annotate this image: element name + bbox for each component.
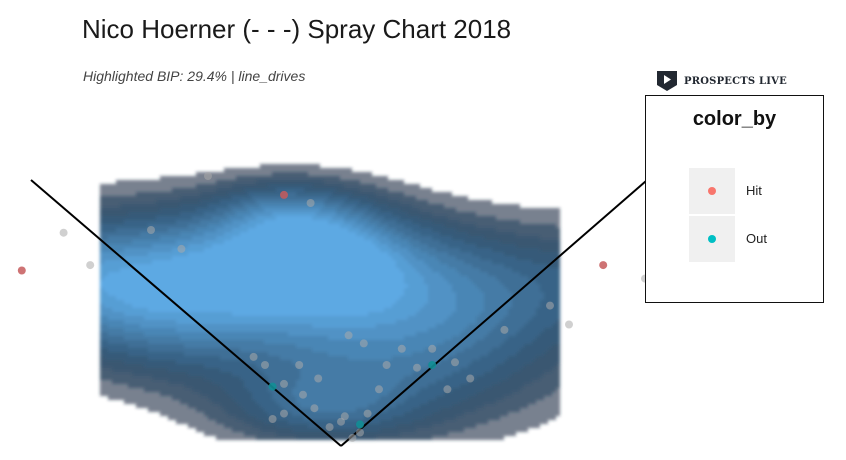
point-not-highlighted-3 (147, 226, 155, 234)
point-not-highlighted-16 (466, 374, 475, 383)
point-not-highlighted-4 (177, 244, 186, 253)
right-foul-line (340, 180, 647, 447)
point-hit-2 (599, 261, 608, 270)
point-not-highlighted-20 (295, 361, 304, 369)
point-not-highlighted-5 (306, 199, 315, 207)
density-contour-11 (100, 216, 408, 316)
point-out-3 (268, 382, 277, 391)
point-not-highlighted-28 (325, 423, 334, 432)
legend-label-hit: Hit (746, 183, 762, 198)
chart-title: Nico Hoerner (- - -) Spray Chart 2018 (82, 14, 512, 44)
point-not-highlighted-35 (249, 352, 258, 361)
legend-dot-hit (708, 187, 716, 195)
point-not-highlighted-34 (443, 385, 452, 394)
point-not-highlighted-10 (500, 325, 509, 334)
legend-label-out: Out (746, 231, 767, 246)
point-not-highlighted-27 (268, 415, 277, 423)
legend-key-hit (689, 168, 735, 214)
prospects-live-logo: PROSPECTS LIVE (656, 70, 787, 92)
point-not-highlighted-8 (546, 301, 554, 310)
point-not-highlighted-33 (375, 385, 383, 394)
point-not-highlighted-26 (280, 409, 288, 418)
point-not-highlighted-31 (348, 433, 357, 442)
point-not-highlighted-25 (363, 409, 372, 418)
point-not-highlighted-36 (86, 261, 95, 270)
point-not-highlighted-19 (314, 374, 323, 383)
density-level-11 (100, 216, 408, 316)
point-not-highlighted-11 (344, 331, 353, 340)
left-foul-line (30, 179, 342, 447)
point-not-highlighted-15 (451, 358, 459, 367)
point-not-highlighted-18 (382, 361, 391, 369)
point-hit-3 (17, 266, 26, 275)
point-not-highlighted-9 (565, 320, 573, 329)
brand-name: PROSPECTS LIVE (684, 75, 787, 87)
legend-dot-out (708, 235, 716, 243)
point-not-highlighted-30 (356, 428, 364, 437)
point-not-highlighted-2 (59, 228, 68, 237)
chart-subtitle: Highlighted BIP: 29.4% | line_drives (83, 68, 306, 84)
play-shield-icon (657, 71, 677, 91)
point-not-highlighted-14 (428, 344, 437, 353)
batted-ball-points (17, 172, 672, 442)
legend-key-out (689, 216, 735, 262)
point-not-highlighted-22 (299, 390, 307, 399)
density-contours (100, 164, 560, 440)
point-not-highlighted-32 (261, 361, 269, 369)
point-not-highlighted-21 (280, 379, 288, 388)
foul-lines (30, 179, 647, 447)
point-not-highlighted-29 (337, 417, 345, 426)
point-out-2 (356, 420, 364, 429)
legend-title: color_by (692, 108, 777, 130)
point-not-highlighted-17 (413, 363, 421, 372)
legend: color_by Hit Out (645, 95, 824, 303)
point-not-highlighted-13 (397, 344, 406, 353)
point-out-1 (428, 361, 437, 369)
point-hit-1 (280, 190, 288, 199)
point-not-highlighted-1 (204, 172, 212, 180)
point-not-highlighted-23 (310, 404, 319, 413)
point-not-highlighted-12 (359, 339, 368, 348)
